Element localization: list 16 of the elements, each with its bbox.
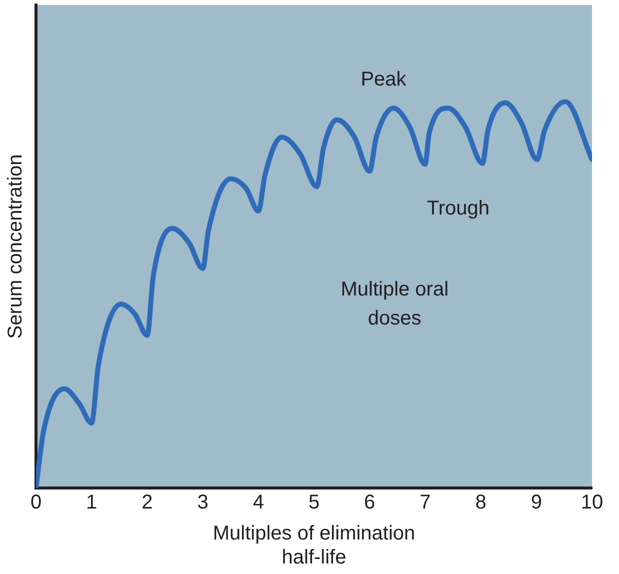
x-tick-label: 4 — [252, 492, 264, 514]
x-tick-label: 3 — [197, 492, 208, 514]
x-tick-label: 6 — [364, 492, 376, 514]
x-tick-label: 7 — [420, 492, 431, 514]
annotation: Peak — [360, 68, 408, 91]
x-tick-label: 2 — [142, 492, 153, 514]
x-axis-title: Multiples of elimination half-life — [212, 522, 416, 569]
x-tick-label: 1 — [86, 492, 98, 514]
x-tick-label: 0 — [30, 492, 42, 514]
y-axis-title: Serum concentration — [4, 154, 27, 339]
x-tick-label: 8 — [475, 492, 486, 514]
x-tick-label: 10 — [580, 492, 604, 514]
x-tick-label: 9 — [530, 492, 542, 514]
annotation: Multiple oral doses — [340, 278, 449, 330]
x-tick-label: 5 — [308, 492, 320, 514]
annotation: Trough — [426, 198, 490, 220]
